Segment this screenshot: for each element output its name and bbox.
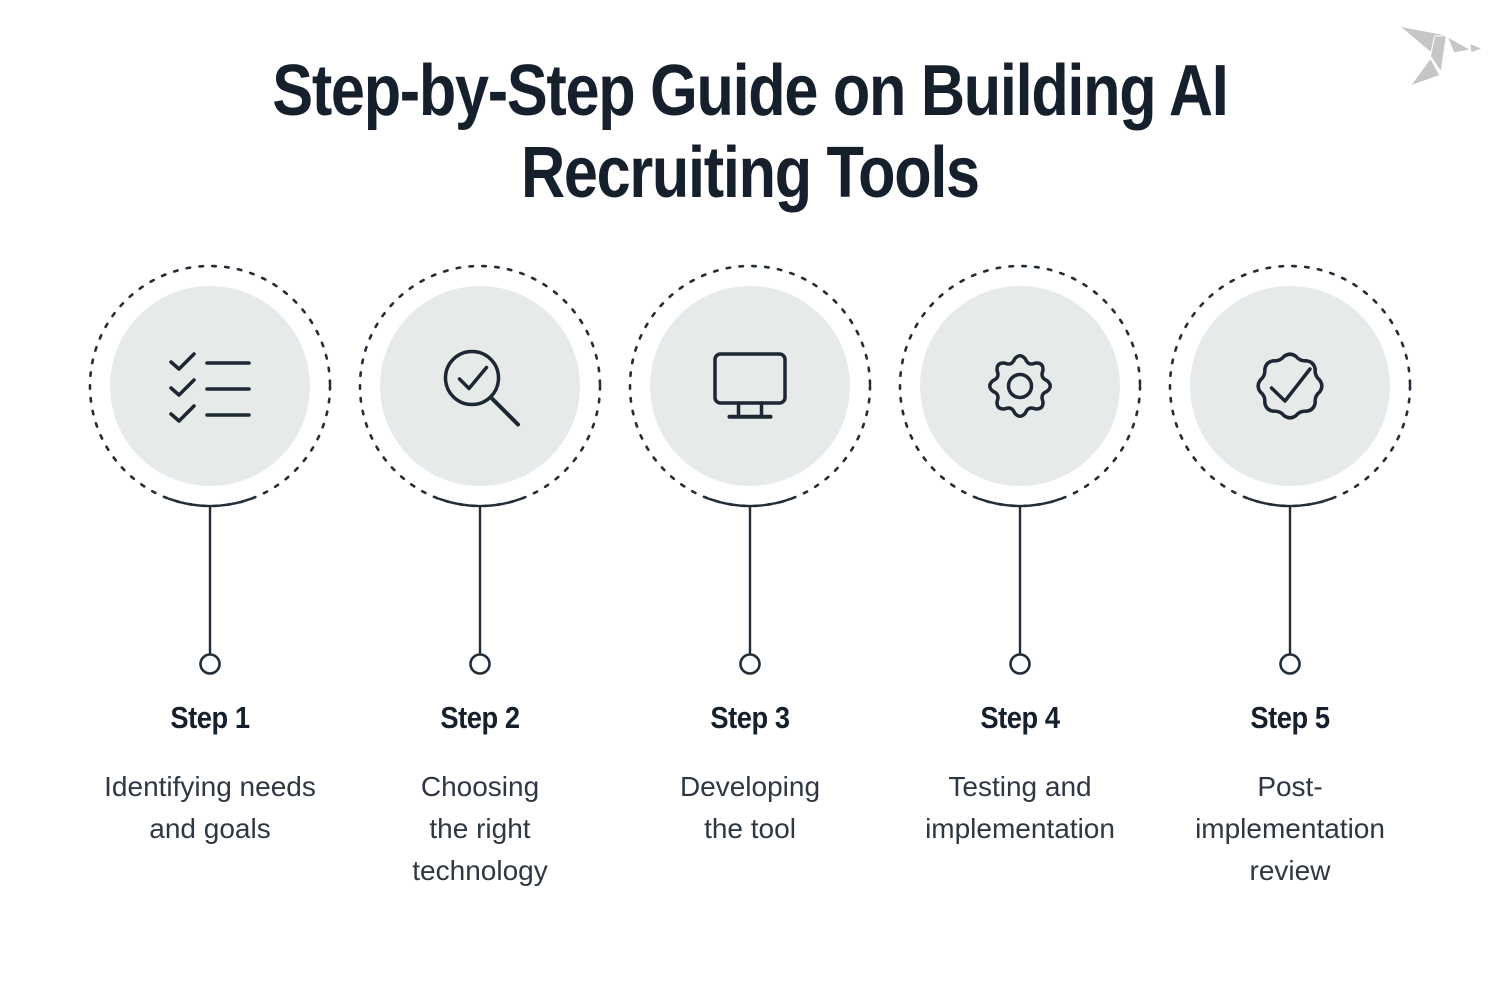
bottom-arc	[1247, 497, 1333, 508]
gear-icon	[988, 354, 1052, 418]
step-description: Developing the tool	[679, 771, 821, 844]
step-circle-fill	[110, 286, 310, 486]
monitor-icon	[713, 352, 787, 419]
steps-row: Step 1 Identifying needs and goals Step …	[0, 258, 1500, 892]
step-column-5: Step 5 Post- implementation review	[1155, 258, 1425, 892]
step-circle-fill	[920, 286, 1120, 486]
stem-ring	[1279, 653, 1301, 675]
step-5-graphic	[1168, 264, 1412, 675]
checklist-icon	[169, 352, 251, 423]
step-column-1: Step 1 Identifying needs and goals	[75, 258, 345, 892]
step-circle-fill	[380, 286, 580, 486]
step-circle-fill	[650, 286, 850, 486]
bottom-arc	[437, 497, 523, 508]
step-2-graphic	[358, 264, 602, 675]
step-label: Step 3	[710, 700, 790, 735]
step-description: Identifying needs and goals	[104, 771, 316, 844]
step-column-3: Step 3 Developing the tool	[615, 258, 885, 892]
badge-check-icon	[1256, 352, 1324, 420]
step-label: Step 4	[980, 700, 1060, 735]
dotted-ring	[358, 264, 602, 508]
bottom-arc	[167, 497, 253, 508]
step-label: Step 1	[170, 700, 250, 735]
dotted-ring	[88, 264, 332, 508]
stem-ring	[199, 653, 221, 675]
dotted-ring	[1168, 264, 1412, 508]
step-column-4: Step 4 Testing and implementation	[885, 258, 1155, 892]
stem-ring	[469, 653, 491, 675]
search-check-icon	[443, 349, 520, 427]
step-description: Testing and implementation	[925, 771, 1115, 844]
dotted-ring	[898, 264, 1142, 508]
step-circle-fill	[1190, 286, 1390, 486]
step-3-graphic	[628, 264, 872, 675]
stem-ring	[1009, 653, 1031, 675]
step-description: Choosing the right technology	[412, 771, 548, 886]
bottom-arc	[707, 497, 793, 508]
step-description: Post- implementation review	[1195, 771, 1385, 886]
origami-bird-logo	[1397, 25, 1485, 88]
dotted-ring	[628, 264, 872, 508]
bottom-arc	[977, 497, 1063, 508]
step-label: Step 5	[1250, 700, 1330, 735]
step-4-graphic	[898, 264, 1142, 675]
step-1-graphic	[88, 264, 332, 675]
page-title: Step-by-Step Guide on Building AI Recrui…	[0, 50, 1500, 214]
step-column-2: Step 2 Choosing the right technology	[345, 258, 615, 892]
page-title-text: Step-by-Step Guide on Building AI Recrui…	[272, 51, 1228, 213]
stem-ring	[739, 653, 761, 675]
step-label: Step 2	[440, 700, 520, 735]
